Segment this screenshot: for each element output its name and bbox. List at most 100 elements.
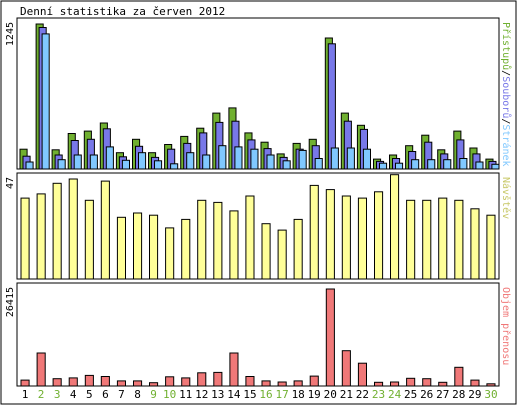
x-tick-label-day-9: 9 bbox=[150, 388, 157, 401]
bar-stránek-29 bbox=[475, 161, 484, 170]
bar-návštěv-26 bbox=[422, 199, 432, 280]
x-tick-label-day-30: 30 bbox=[484, 388, 497, 401]
panel-1-legend: Přístupů/Souborů/Stránek bbox=[500, 22, 512, 167]
x-tick-label-day-18: 18 bbox=[292, 388, 305, 401]
bar-objem-přenosu-22 bbox=[357, 362, 367, 387]
bar-stránek-27 bbox=[443, 159, 452, 170]
legend-entry: Objem přenosu bbox=[500, 287, 512, 365]
bar-návštěv-2 bbox=[36, 193, 46, 280]
legend-entry: Souborů bbox=[500, 76, 512, 118]
bar-stránek-5 bbox=[89, 154, 98, 170]
bar-stránek-10 bbox=[170, 163, 179, 170]
bar-objem-přenosu-5 bbox=[84, 374, 94, 387]
bar-stránek-21 bbox=[346, 147, 355, 170]
bar-objem-přenosu-29 bbox=[470, 379, 480, 387]
x-tick-label-day-19: 19 bbox=[308, 388, 321, 401]
bar-stránek-26 bbox=[427, 159, 436, 170]
bar-objem-přenosu-2 bbox=[36, 352, 46, 387]
x-tick-label-day-13: 13 bbox=[211, 388, 224, 401]
x-tick-label-day-24: 24 bbox=[388, 388, 402, 401]
x-tick-label-day-2: 2 bbox=[38, 388, 45, 401]
bar-objem-přenosu-25 bbox=[406, 377, 416, 387]
bar-návštěv-10 bbox=[165, 227, 175, 280]
bar-objem-přenosu-1 bbox=[20, 379, 30, 387]
bar-návštěv-12 bbox=[197, 199, 207, 280]
x-tick-label-day-3: 3 bbox=[54, 388, 61, 401]
bar-stránek-14 bbox=[234, 146, 243, 170]
bar-návštěv-6 bbox=[100, 180, 110, 280]
bar-návštěv-16 bbox=[261, 223, 271, 280]
bar-objem-přenosu-4 bbox=[68, 377, 78, 387]
bar-stránek-24 bbox=[395, 162, 404, 170]
panel-2-ymax-label: 47 bbox=[5, 177, 16, 189]
bar-objem-přenosu-30 bbox=[486, 383, 496, 387]
bar-objem-přenosu-11 bbox=[181, 377, 191, 387]
x-tick-label-day-20: 20 bbox=[324, 388, 337, 401]
bar-objem-přenosu-10 bbox=[165, 376, 175, 387]
bar-objem-přenosu-17 bbox=[277, 381, 287, 387]
bar-návštěv-9 bbox=[149, 214, 159, 280]
panel-2-frame bbox=[16, 172, 500, 280]
bar-návštěv-17 bbox=[277, 229, 287, 280]
bar-návštěv-18 bbox=[293, 218, 303, 280]
bar-návštěv-25 bbox=[406, 199, 416, 280]
bar-objem-přenosu-19 bbox=[309, 375, 319, 387]
x-tick-label-day-12: 12 bbox=[195, 388, 208, 401]
x-tick-label-day-22: 22 bbox=[356, 388, 369, 401]
chart-title: Denní statistika za červen 2012 bbox=[20, 5, 225, 18]
x-tick-label-day-16: 16 bbox=[259, 388, 272, 401]
bar-stránek-28 bbox=[459, 158, 468, 170]
x-tick-label-day-23: 23 bbox=[372, 388, 385, 401]
bar-stránek-3 bbox=[57, 159, 66, 170]
legend-entry: Stránek bbox=[500, 124, 512, 166]
bar-objem-přenosu-7 bbox=[116, 380, 127, 387]
bar-návštěv-3 bbox=[52, 182, 62, 280]
bar-návštěv-29 bbox=[470, 208, 480, 280]
x-tick-label-day-14: 14 bbox=[227, 388, 241, 401]
bar-objem-přenosu-3 bbox=[52, 378, 62, 387]
bar-návštěv-22 bbox=[357, 197, 367, 280]
panel-3-legend: Objem přenosu bbox=[500, 287, 512, 365]
x-tick-label-day-26: 26 bbox=[420, 388, 433, 401]
bar-stránek-12 bbox=[202, 154, 211, 170]
bar-objem-přenosu-24 bbox=[390, 381, 400, 387]
bar-návštěv-7 bbox=[116, 216, 127, 280]
x-tick-label-day-1: 1 bbox=[22, 388, 29, 401]
bar-návštěv-8 bbox=[133, 212, 143, 280]
bar-návštěv-24 bbox=[390, 174, 400, 280]
bar-objem-přenosu-8 bbox=[133, 380, 143, 387]
bar-objem-přenosu-6 bbox=[100, 376, 110, 387]
bar-stránek-15 bbox=[250, 148, 259, 170]
bar-návštěv-28 bbox=[454, 199, 464, 280]
bar-stránek-9 bbox=[154, 160, 163, 170]
bar-objem-přenosu-21 bbox=[341, 350, 351, 387]
bar-návštěv-27 bbox=[438, 197, 448, 280]
x-tick-label-day-8: 8 bbox=[134, 388, 141, 401]
bar-návštěv-11 bbox=[181, 218, 191, 280]
bar-stránek-7 bbox=[121, 159, 131, 170]
bar-objem-přenosu-20 bbox=[325, 288, 335, 387]
bar-objem-přenosu-16 bbox=[261, 380, 271, 387]
bar-návštěv-1 bbox=[20, 197, 30, 280]
bar-stránek-4 bbox=[73, 154, 82, 170]
x-tick-label-day-21: 21 bbox=[340, 388, 353, 401]
bar-objem-přenosu-12 bbox=[197, 372, 207, 387]
bar-návštěv-23 bbox=[374, 191, 384, 280]
bar-návštěv-21 bbox=[341, 195, 351, 280]
bar-stránek-17 bbox=[282, 160, 291, 170]
x-tick-label-day-4: 4 bbox=[70, 388, 77, 401]
x-tick-label-day-17: 17 bbox=[275, 388, 288, 401]
bar-objem-přenosu-23 bbox=[374, 381, 384, 387]
bar-návštěv-14 bbox=[229, 210, 239, 280]
bar-návštěv-5 bbox=[84, 199, 94, 280]
bar-objem-přenosu-18 bbox=[293, 380, 303, 387]
x-tick-label-day-11: 11 bbox=[179, 388, 192, 401]
bar-objem-přenosu-14 bbox=[229, 352, 239, 387]
bar-stránek-13 bbox=[218, 145, 227, 170]
x-tick-label-day-27: 27 bbox=[436, 388, 449, 401]
panel-1-ymax-label: 1245 bbox=[5, 22, 16, 46]
bar-stránek-22 bbox=[362, 148, 371, 170]
x-tick-label-day-6: 6 bbox=[102, 388, 109, 401]
bar-stránek-8 bbox=[138, 152, 147, 170]
